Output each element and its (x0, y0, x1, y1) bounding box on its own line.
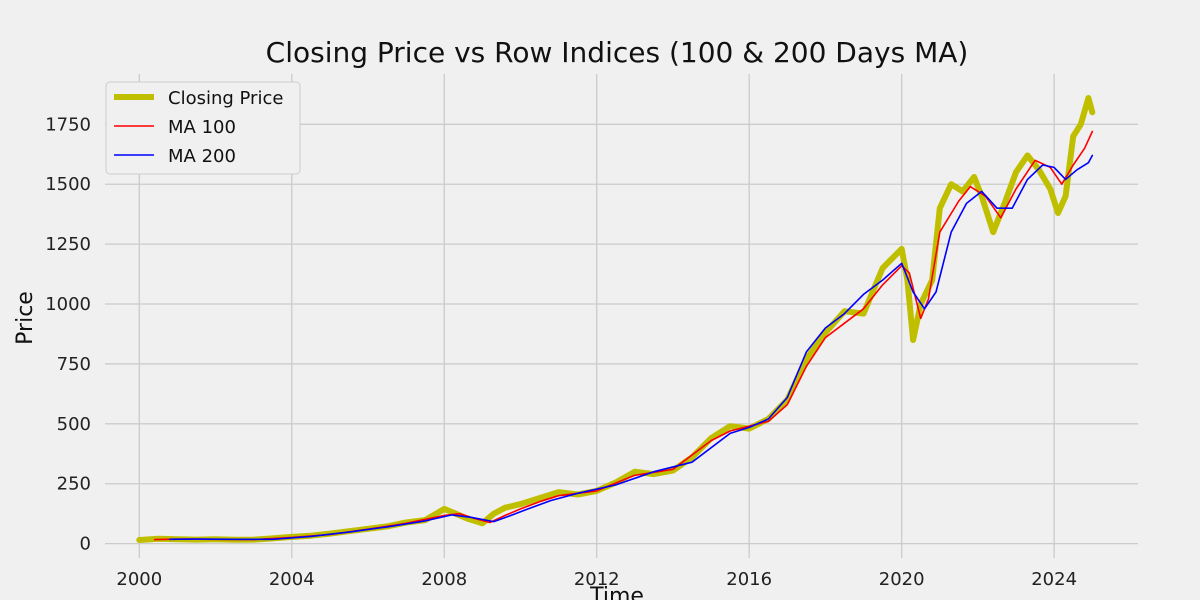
legend-label-closing-price: Closing Price (168, 88, 283, 109)
x-tick-label: 2000 (116, 569, 162, 590)
legend-box (105, 81, 301, 175)
ticks: 0 250 500 750 1000 1250 1500 1750 2000 2004 2008 20… (45, 114, 1077, 590)
ma-200-line (169, 154, 1094, 541)
y-tick-label: 1500 (45, 174, 91, 195)
x-tick-label: 2004 (269, 569, 315, 590)
y-tick-label: 0 (80, 534, 91, 555)
x-tick-label: 2016 (726, 569, 772, 590)
x-tick-label: 2020 (879, 569, 925, 590)
y-tick-label: 1750 (45, 114, 91, 135)
y-tick-label: 1000 (45, 294, 91, 315)
legend-label-ma-100: MA 100 (168, 117, 236, 138)
x-tick-label: 2012 (574, 569, 620, 590)
x-tick-label: 2024 (1031, 569, 1077, 590)
series-layer (136, 95, 1096, 543)
legend-label-ma-200: MA 200 (168, 146, 236, 167)
legend: Closing Price MA 100 MA 200 (105, 81, 301, 175)
ma-100-line (153, 130, 1094, 541)
x-axis-label: Time (589, 584, 644, 600)
x-tick-label: 2008 (421, 569, 467, 590)
y-tick-label: 500 (57, 414, 91, 435)
y-tick-label: 750 (57, 354, 91, 375)
chart-title: Closing Price vs Row Indices (100 & 200 … (266, 36, 969, 69)
y-tick-label: 1250 (45, 234, 91, 255)
y-axis-label: Price (13, 291, 38, 345)
y-tick-label: 250 (57, 474, 91, 495)
